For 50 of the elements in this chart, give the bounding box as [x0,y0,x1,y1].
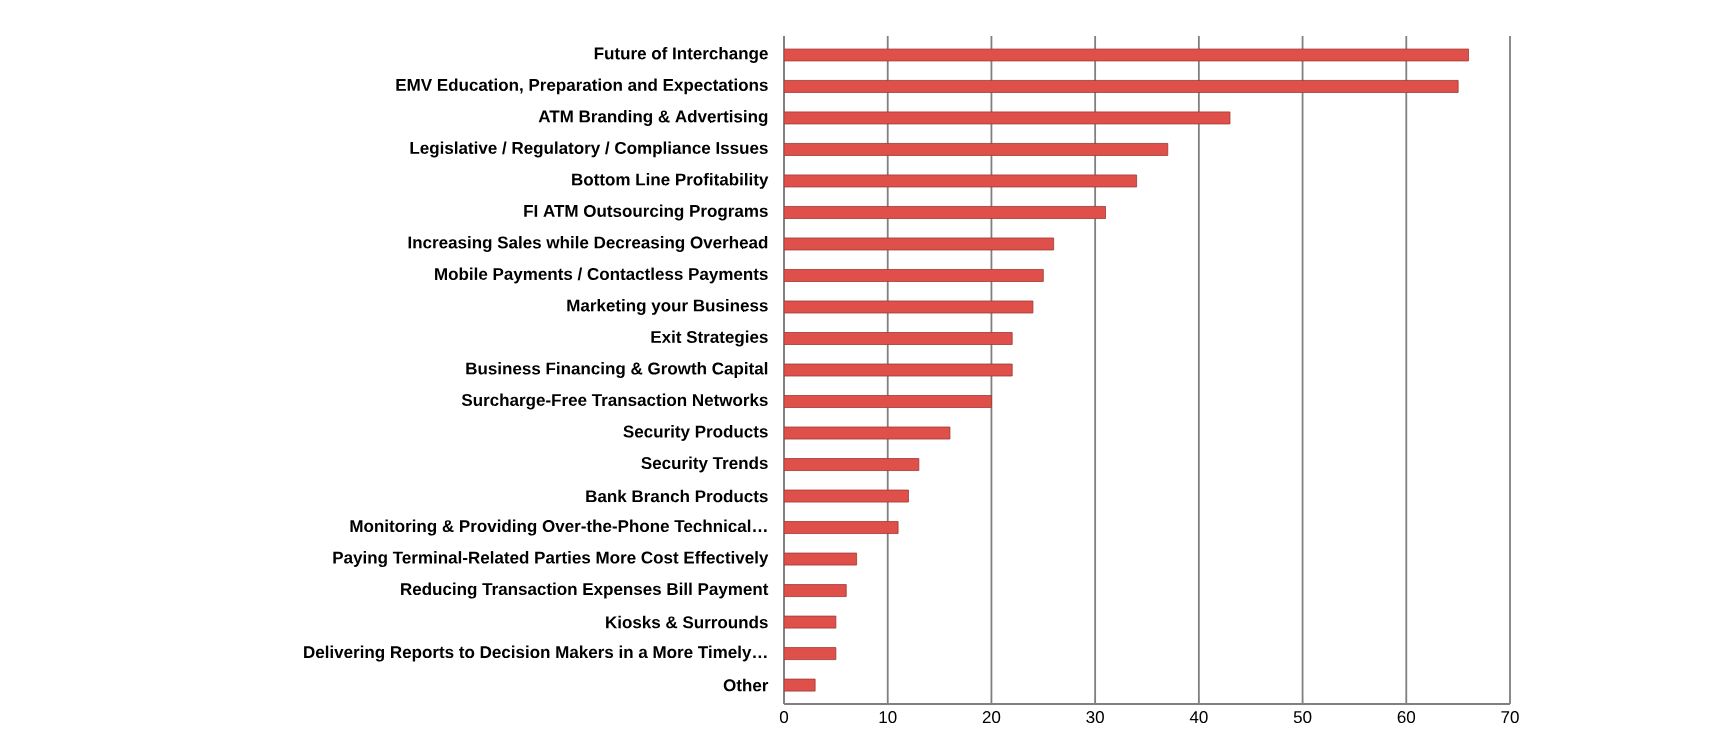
x-tick-label: 70 [1501,711,1519,724]
bar [784,269,1044,282]
bar [784,489,909,503]
x-tick-label: 30 [1086,711,1104,724]
bar [784,615,837,629]
bar [784,332,1013,345]
y-tick-label: Bank Branch Products [586,489,768,503]
bar [784,80,1459,93]
y-tick-label: Security Products [623,425,768,441]
bar [784,584,847,597]
bar [784,143,1169,156]
x-tick-label: 10 [879,711,897,724]
bar [784,174,1138,188]
bar [784,395,992,408]
x-tick-label: 0 [779,711,789,724]
y-tick-label: Increasing Sales while Decreasing Overhead [408,236,768,252]
bar [784,678,816,692]
x-tick-label: 40 [1189,711,1208,724]
y-tick-label: FI ATM Outsourcing Programs [524,204,768,221]
y-tick-label: Paying Terminal-Related Parties More Cost Effectively [333,551,769,568]
bar [784,111,1231,125]
bar [784,237,1055,251]
y-tick-label: Security Trends [641,456,768,473]
y-tick-label: Bottom Line Profitability [572,173,769,189]
x-tick-label: 20 [982,711,1001,724]
y-tick-label: Business Financing & Growth Capital [466,362,768,378]
bar [784,300,1034,314]
bar [784,206,1106,219]
y-tick-label: Legislative / Regulatory / Compliance Issues [410,141,768,158]
y-tick-label: Surcharge-Free Transaction Networks [461,393,768,410]
y-tick-label: Exit Strategies [651,330,768,347]
y-tick-label: Marketing your Business [567,299,768,315]
bar [784,426,951,440]
bar [784,363,1013,377]
y-tick-label: EMV Education, Preparation and Expectations [396,78,768,95]
y-tick-label: Reducing Transaction Expenses Bill Payment [401,582,769,599]
y-tick-label: Future of Interchange [594,46,768,63]
y-tick-label: Monitoring & Providing Over-the-Phone Technical… [350,519,767,536]
y-tick-label: Mobile Payments / Contactless Payments [435,267,768,284]
y-tick-label: Kiosks & Surrounds [606,615,768,629]
x-tick-label: 60 [1397,711,1416,724]
y-tick-label: Delivering Reports to Decision Makers in a More Timely… [304,645,767,662]
x-tick-label: 50 [1293,711,1312,724]
bar [784,552,858,566]
bar [784,521,899,534]
bar [784,647,837,660]
y-tick-label: Other [723,678,769,692]
bar [784,48,1469,62]
bar [784,458,920,471]
y-tick-label: ATM Branding & Advertising [538,109,768,126]
